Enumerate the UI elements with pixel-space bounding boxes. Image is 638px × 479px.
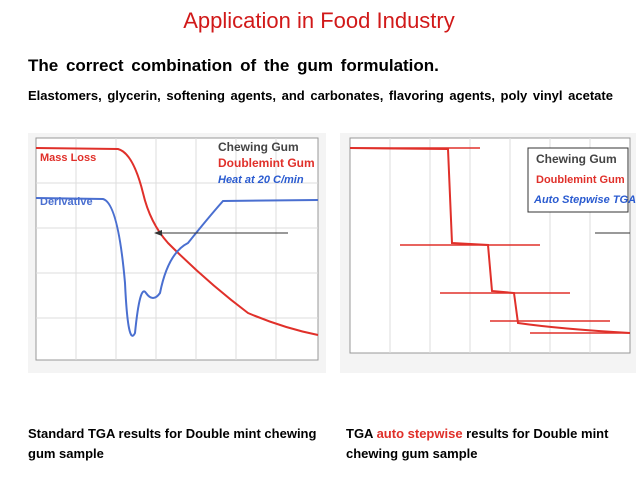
heading: The correct combination of the gum formu… [28, 56, 439, 75]
caption: Standard TGA results for Double mint che… [28, 426, 317, 461]
chart-label: Auto Stepwise TGA [533, 194, 636, 206]
slide-title: Application in Food Industry [183, 8, 455, 33]
chart-label: Heat at 20 C/min [218, 174, 304, 186]
caption-highlight: auto stepwise [376, 426, 463, 441]
legend-label: Mass Loss [40, 152, 96, 164]
description: Elastomers, glycerin, softening agents, … [28, 88, 613, 103]
stepwise-curve [349, 147, 631, 334]
caption: TGA auto stepwise results for Double min… [346, 424, 631, 464]
tga-figure: Mass Loss Derivative Chewing Gum Doublem… [28, 133, 326, 373]
caption-text: TGA [346, 426, 377, 441]
chart-label: Doublemint Gum [536, 174, 625, 186]
legend-box [527, 147, 629, 213]
chart-label: Doublemint Gum [218, 156, 315, 170]
tga-figure: Chewing Gum Doublemint Gum Auto Stepwise… [340, 133, 636, 373]
grid [36, 138, 318, 360]
derivative-curve [35, 197, 319, 337]
chart-label: Chewing Gum [218, 140, 299, 154]
legend-label: Derivative [40, 196, 93, 208]
mass-loss-curve [35, 147, 319, 336]
chart-label: Chewing Gum [536, 152, 617, 166]
caption-text: results for Double mint chewing gum samp… [346, 426, 609, 461]
arrow-head [154, 230, 162, 236]
